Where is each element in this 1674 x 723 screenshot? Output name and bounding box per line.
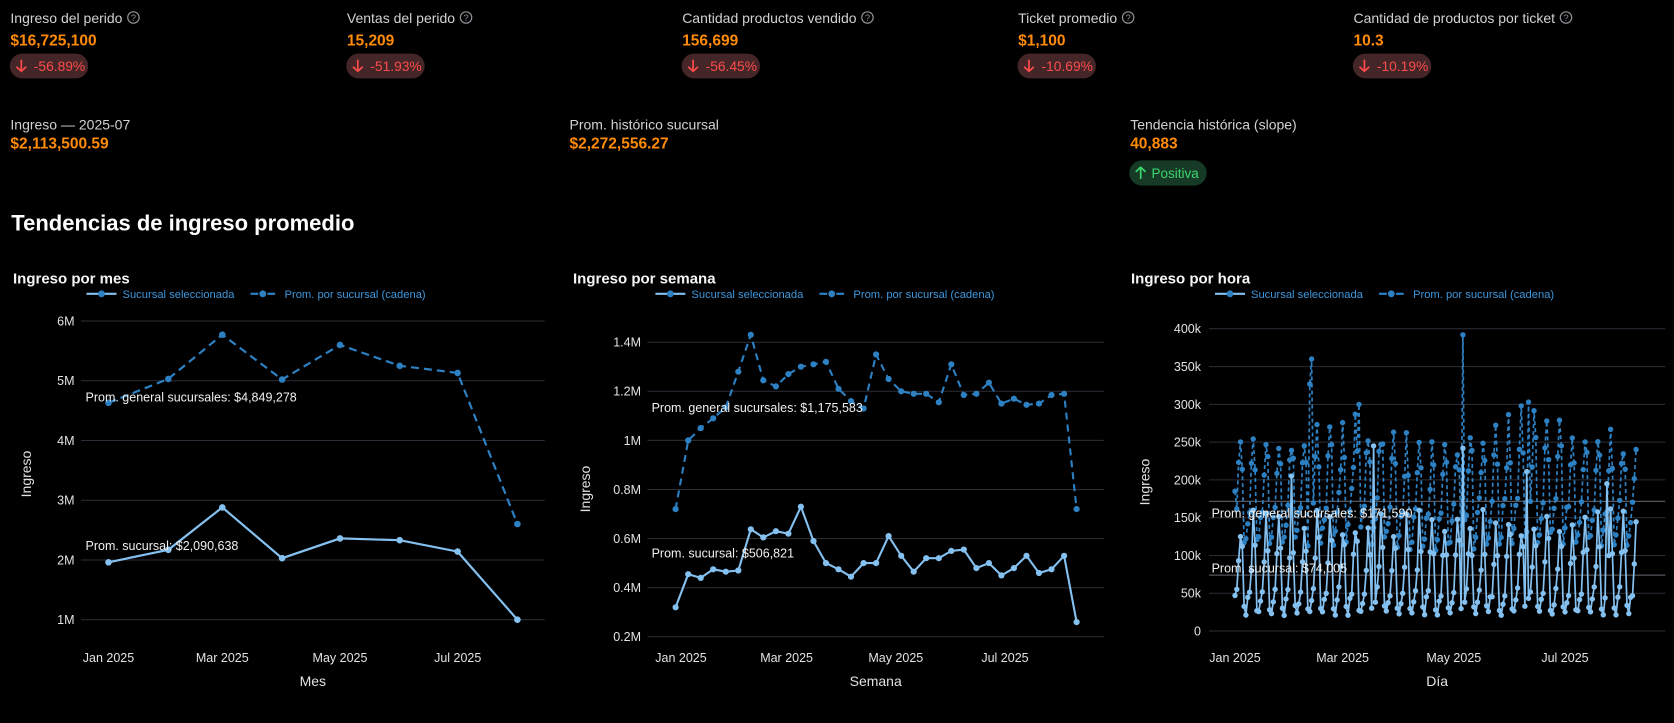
svg-text:Tendencia histórica (slope): Tendencia histórica (slope) bbox=[1130, 117, 1297, 133]
svg-text:Ingreso del perido: Ingreso del perido bbox=[10, 10, 122, 26]
svg-text:?: ? bbox=[463, 13, 468, 24]
svg-text:Ingreso: Ingreso bbox=[18, 450, 34, 497]
svg-text:?: ? bbox=[1563, 13, 1568, 24]
svg-text:Jul 2025: Jul 2025 bbox=[1541, 651, 1588, 665]
svg-text:Mar 2025: Mar 2025 bbox=[1316, 651, 1369, 665]
svg-text:350k: 350k bbox=[1174, 360, 1202, 374]
svg-text:Ticket promedio: Ticket promedio bbox=[1018, 10, 1117, 26]
svg-text:?: ? bbox=[865, 13, 870, 24]
svg-text:Prom. sucursal: $74,005: Prom. sucursal: $74,005 bbox=[1212, 562, 1348, 576]
svg-text:40,883: 40,883 bbox=[1130, 136, 1178, 153]
svg-text:1.2M: 1.2M bbox=[613, 385, 641, 399]
svg-text:-56.89%: -56.89% bbox=[34, 59, 85, 74]
svg-text:?: ? bbox=[131, 13, 136, 24]
svg-text:Prom. general sucursales: $4,8: Prom. general sucursales: $4,849,278 bbox=[86, 391, 297, 405]
svg-text:0: 0 bbox=[1194, 624, 1201, 638]
svg-text:200k: 200k bbox=[1174, 473, 1202, 487]
svg-text:-10.19%: -10.19% bbox=[1377, 59, 1428, 74]
svg-text:-56.45%: -56.45% bbox=[706, 59, 757, 74]
svg-text:May 2025: May 2025 bbox=[868, 651, 923, 665]
svg-text:4M: 4M bbox=[57, 434, 74, 448]
svg-text:Jan 2025: Jan 2025 bbox=[655, 651, 706, 665]
svg-text:6M: 6M bbox=[57, 314, 74, 328]
svg-text:May 2025: May 2025 bbox=[1426, 651, 1481, 665]
svg-text:Jul 2025: Jul 2025 bbox=[434, 651, 481, 665]
svg-text:May 2025: May 2025 bbox=[313, 651, 368, 665]
svg-text:Mar 2025: Mar 2025 bbox=[760, 651, 813, 665]
svg-text:Prom. general sucursales: $171: Prom. general sucursales: $171,590 bbox=[1212, 507, 1413, 521]
svg-text:Mar 2025: Mar 2025 bbox=[196, 651, 249, 665]
svg-text:Positiva: Positiva bbox=[1152, 166, 1200, 181]
svg-text:$16,725,100: $16,725,100 bbox=[10, 32, 96, 49]
svg-text:156,699: 156,699 bbox=[682, 32, 738, 49]
svg-text:$2,272,556.27: $2,272,556.27 bbox=[570, 136, 669, 153]
svg-text:1.4M: 1.4M bbox=[613, 336, 641, 350]
svg-text:Ingreso por mes: Ingreso por mes bbox=[13, 271, 130, 288]
svg-text:Ingreso — 2025-07: Ingreso — 2025-07 bbox=[10, 117, 130, 133]
svg-text:Cantidad de productos por tick: Cantidad de productos por ticket bbox=[1354, 10, 1556, 26]
svg-text:$2,113,500.59: $2,113,500.59 bbox=[10, 136, 109, 153]
svg-text:Día: Día bbox=[1426, 673, 1448, 689]
svg-text:250k: 250k bbox=[1174, 436, 1202, 450]
svg-text:50k: 50k bbox=[1181, 587, 1202, 601]
svg-text:10.3: 10.3 bbox=[1354, 32, 1385, 49]
svg-text:Prom. histórico sucursal: Prom. histórico sucursal bbox=[570, 117, 719, 133]
svg-text:Semana: Semana bbox=[850, 673, 902, 689]
svg-text:Jan 2025: Jan 2025 bbox=[83, 651, 134, 665]
svg-text:400k: 400k bbox=[1174, 322, 1202, 336]
svg-text:Prom. sucursal: $506,821: Prom. sucursal: $506,821 bbox=[652, 547, 794, 561]
svg-text:Jan 2025: Jan 2025 bbox=[1209, 651, 1260, 665]
svg-text:$1,100: $1,100 bbox=[1018, 32, 1065, 49]
svg-text:Prom. por sucursal (cadena): Prom. por sucursal (cadena) bbox=[1413, 289, 1554, 301]
svg-text:Sucursal seleccionada: Sucursal seleccionada bbox=[1251, 289, 1364, 301]
svg-text:Ingreso: Ingreso bbox=[577, 465, 593, 512]
svg-text:3M: 3M bbox=[57, 494, 74, 508]
svg-text:Ingreso: Ingreso bbox=[1137, 458, 1153, 505]
svg-text:?: ? bbox=[1125, 13, 1130, 24]
svg-text:Prom. sucursal: $2,090,638: Prom. sucursal: $2,090,638 bbox=[86, 539, 239, 553]
svg-text:Tendencias de ingreso promedio: Tendencias de ingreso promedio bbox=[11, 211, 354, 236]
svg-text:0.8M: 0.8M bbox=[613, 483, 641, 497]
svg-text:-51.93%: -51.93% bbox=[370, 59, 421, 74]
svg-text:Mes: Mes bbox=[300, 673, 326, 689]
svg-text:15,209: 15,209 bbox=[347, 32, 395, 49]
svg-text:300k: 300k bbox=[1174, 398, 1202, 412]
svg-text:5M: 5M bbox=[57, 374, 74, 388]
svg-text:2M: 2M bbox=[57, 553, 74, 567]
svg-text:-10.69%: -10.69% bbox=[1042, 59, 1093, 74]
svg-text:Ventas del perido: Ventas del perido bbox=[347, 10, 455, 26]
svg-text:1M: 1M bbox=[624, 434, 641, 448]
svg-text:Cantidad productos vendido: Cantidad productos vendido bbox=[682, 10, 857, 26]
svg-text:0.2M: 0.2M bbox=[613, 630, 641, 644]
svg-text:Ingreso por semana: Ingreso por semana bbox=[573, 271, 716, 288]
svg-text:Jul 2025: Jul 2025 bbox=[981, 651, 1028, 665]
svg-text:100k: 100k bbox=[1174, 549, 1202, 563]
svg-text:Sucursal seleccionada: Sucursal seleccionada bbox=[691, 289, 804, 301]
svg-text:Prom. por sucursal (cadena): Prom. por sucursal (cadena) bbox=[285, 289, 426, 301]
svg-text:0.4M: 0.4M bbox=[613, 581, 641, 595]
svg-text:Prom. por sucursal (cadena): Prom. por sucursal (cadena) bbox=[853, 289, 994, 301]
svg-text:1M: 1M bbox=[57, 613, 74, 627]
svg-text:0.6M: 0.6M bbox=[613, 532, 641, 546]
svg-text:Ingreso por hora: Ingreso por hora bbox=[1131, 271, 1251, 288]
svg-text:Prom. general sucursales: $1,1: Prom. general sucursales: $1,175,583 bbox=[652, 401, 863, 415]
svg-text:Sucursal seleccionada: Sucursal seleccionada bbox=[123, 289, 236, 301]
svg-text:150k: 150k bbox=[1174, 511, 1202, 525]
